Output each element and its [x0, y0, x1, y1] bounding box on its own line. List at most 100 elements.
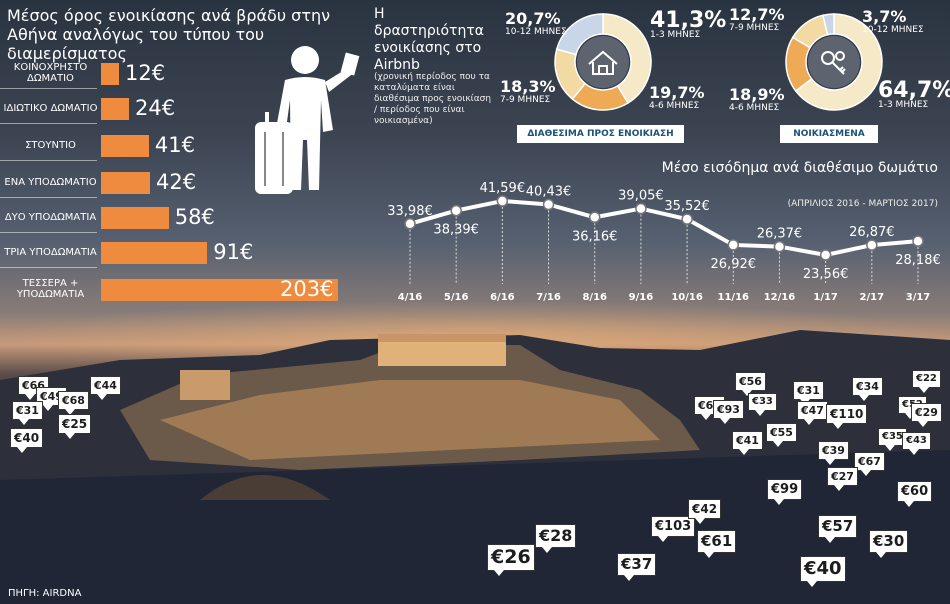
bar-row: ΕΝΑ ΥΠΟΔΩΜΑΤΙΟ 42€: [0, 170, 360, 198]
series-line: [409, 198, 919, 258]
price-tag: €40: [10, 428, 44, 453]
bar-category-label: ΙΔΙΩΤΙΚΟ ΔΩΜΑΤΙΟ: [3, 102, 98, 114]
bar-category-label: ΕΝΑ ΥΠΟΔΩΜΑΤΙΟ: [4, 176, 97, 188]
house-icon: [588, 50, 618, 75]
data-value-label: 40,43€: [526, 184, 572, 199]
data-value-label: 26,92€: [711, 257, 757, 272]
price-tag: €43: [902, 432, 931, 455]
bar-row: ΚΟΙΝΟΧΡΗΣΤΟ ΔΩΜΑΤΙΟ 12€: [0, 61, 360, 89]
bar: [101, 207, 169, 229]
bar-row: ΔΥΟ ΥΠΟΔΩΜΑΤΙΑ 58€: [0, 205, 360, 233]
x-tick-label: 3/17: [906, 292, 931, 303]
donut-available: [554, 13, 652, 111]
line-chart-title: Μέσο εισόδημα ανά διαθέσιμο δωμάτιο: [661, 160, 938, 176]
data-point: [681, 213, 693, 225]
price-tag: €25: [58, 414, 92, 439]
bar-value-label: 24€: [135, 96, 176, 120]
x-tick-label: 4/16: [398, 292, 423, 303]
bar-separator: [0, 267, 97, 268]
price-tag: €61: [697, 530, 737, 558]
donut-rented-label: ΝΟΙΚΙΑΣΜΕΝΑ: [780, 125, 878, 143]
x-tick-label: 10/16: [671, 292, 703, 303]
bar: [101, 135, 149, 157]
price-tag: €29: [911, 403, 942, 427]
x-tick-label: 12/16: [764, 292, 796, 303]
price-tag: €31: [12, 401, 43, 425]
donut-slice: [822, 13, 835, 36]
airbnb-title: Η δραστηριότητα ενοικίασης στο Airbnb: [374, 6, 485, 73]
donut-available-label: ΔΙΑΘΕΣΙΜΑ ΠΡΟΣ ΕΝΟΙΚΙΑΣΗ: [517, 125, 684, 143]
data-value-label: 26,87€: [849, 225, 895, 240]
data-value-label: 36,16€: [572, 229, 618, 244]
price-tag: €57: [818, 515, 858, 543]
data-value-label: 39,05€: [618, 189, 664, 204]
price-tag: €60: [897, 481, 933, 507]
bar-category-label: ΤΕΣΣΕΡΑ + ΥΠΟΔΩΜΑΤΙΑ: [16, 278, 85, 300]
price-tag: €42: [688, 499, 722, 524]
data-value-label: 38,39€: [433, 223, 479, 238]
price-tag: €110: [826, 404, 868, 429]
bar-category-label: ΤΡΙΑ ΥΠΟΔΩΜΑΤΙΑ: [4, 246, 97, 258]
data-value-label: 28,18€: [895, 253, 941, 268]
donut-rented: [785, 13, 883, 111]
data-point: [588, 211, 601, 224]
bar: [101, 172, 151, 194]
bar-value-label: 203€: [280, 277, 334, 301]
data-value-label: 35,52€: [664, 199, 710, 214]
donut-center: [808, 36, 860, 88]
bar-category-label: ΚΟΙΝΟΧΡΗΣΤΟ ΔΩΜΑΤΙΟ: [13, 62, 88, 84]
donut-center: [577, 36, 629, 88]
x-tick-label: 2/17: [860, 292, 885, 303]
price-tag: €34: [852, 377, 883, 401]
price-tag: €30: [869, 530, 909, 558]
donut-label: 20,7% 10-12 ΜΗΝΕΣ: [505, 9, 567, 38]
donut-slice: [555, 13, 604, 56]
donut-label: 41,3% 1-3 ΜΗΝΕΣ: [650, 8, 727, 41]
bar-row: ΙΔΙΩΤΙΚΟ ΔΩΜΑΤΙΟ 24€: [0, 96, 360, 124]
price-tag: €37: [617, 553, 657, 581]
x-tick-label: 6/16: [490, 292, 515, 303]
data-point: [912, 235, 924, 247]
price-tag: €67: [854, 452, 885, 476]
bar-category-label: ΣΤΟΥΝΤΙΟ: [25, 139, 76, 151]
data-point: [727, 239, 740, 251]
price-tag: €40: [800, 556, 846, 587]
bar-row: ΤΕΣΣΕΡΑ + ΥΠΟΔΩΜΑΤΙΑ 203€: [0, 277, 360, 301]
bar-category-label: ΔΥΟ ΥΠΟΔΩΜΑΤΙΑ: [4, 211, 97, 223]
data-value-label: 41,59€: [480, 181, 526, 196]
airbnb-note: (χρονική περίοδος που τα καταλύματα είνα…: [374, 72, 492, 126]
bar-separator: [0, 123, 97, 124]
donut-label: 12,7% 7-9 ΜΗΝΕΣ: [729, 5, 785, 34]
donut-slice: [602, 13, 652, 105]
source-note: ΠΗΓΗ: AIRDNA: [8, 588, 82, 599]
data-value-label: 33,98€: [387, 204, 433, 219]
data-point: [866, 239, 878, 251]
line-chart-subtitle: (ΑΠΡΙΛΙΟΣ 2016 - ΜΑΡΤΙΟΣ 2017): [787, 199, 938, 209]
data-point: [496, 195, 509, 207]
price-tag: €28: [535, 524, 577, 553]
x-tick-label: 1/17: [813, 292, 838, 303]
x-tick-label: 9/16: [629, 292, 654, 303]
x-tick-label: 5/16: [444, 292, 469, 303]
bar: [101, 279, 338, 301]
line-chart: 33,98€ 4/16 38,39€ 5/16 41,59€ 6/16 40,43€ 7/16…: [387, 181, 941, 303]
price-tag: €39: [818, 441, 849, 465]
data-point: [635, 202, 647, 215]
data-point: [404, 218, 416, 230]
data-value-label: 23,56€: [803, 267, 849, 282]
donut-label: 18,9% 4-6 ΜΗΝΕΣ: [729, 85, 785, 114]
bar-separator: [0, 232, 97, 233]
donut-label: 18,3% 7-9 ΜΗΝΕΣ: [500, 77, 556, 106]
bar-value-label: 42€: [156, 170, 197, 194]
bar-separator: [0, 197, 97, 198]
bar-row: ΤΡΙΑ ΥΠΟΔΩΜΑΤΙΑ 91€: [0, 240, 360, 268]
price-tag: €56: [735, 372, 766, 396]
x-tick-label: 7/16: [536, 292, 561, 303]
bar: [101, 63, 119, 85]
price-tag: €35: [878, 428, 907, 451]
price-tag: €33: [748, 393, 777, 416]
price-tag: €55: [766, 423, 797, 447]
bar: [101, 242, 208, 264]
price-tag: €41: [732, 431, 763, 455]
